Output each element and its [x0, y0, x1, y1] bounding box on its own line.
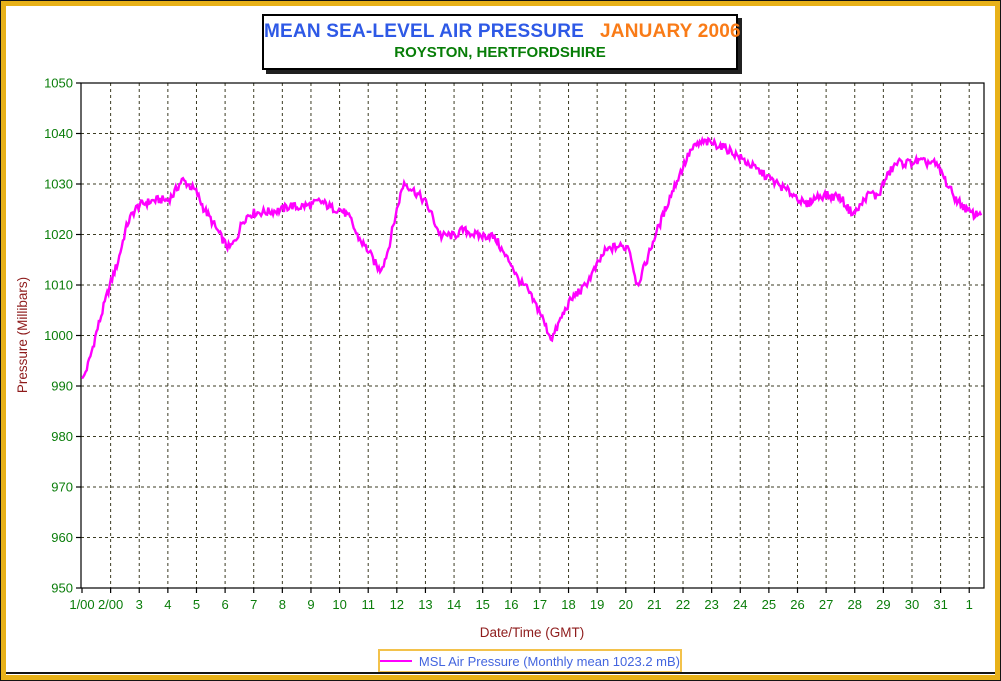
x-tick-label: 31 — [933, 597, 947, 612]
x-tick-label: 6 — [221, 597, 228, 612]
bottom-rule — [6, 672, 995, 674]
x-tick-label: 21 — [647, 597, 661, 612]
x-tick-label: 22 — [676, 597, 690, 612]
x-tick-label: 17 — [533, 597, 547, 612]
y-tick-label: 980 — [51, 429, 73, 444]
x-tick-label: 1/00 — [69, 597, 94, 612]
x-tick-label: 28 — [848, 597, 862, 612]
x-axis-title: Date/Time (GMT) — [480, 625, 585, 640]
x-tick-label: 2/00 — [98, 597, 123, 612]
x-tick-label: 19 — [590, 597, 604, 612]
y-tick-labels: 950 960 970 980 990 1000 1010 1020 1030 1040 1050 — [44, 76, 73, 596]
x-tick-label: 13 — [418, 597, 432, 612]
x-tick-labels: 1/00 2/00 3 4 5 6 7 8 9 10 11 12 13 14 15 16 17 18 19 20 21 2… — [69, 597, 972, 612]
x-tick-label: 3 — [136, 597, 143, 612]
title-month: JANUARY 2006 — [600, 21, 741, 42]
x-tick-label: 14 — [447, 597, 461, 612]
title-box: MEAN SEA-LEVEL AIR PRESSURE JANUARY 2006 … — [262, 14, 741, 70]
x-tick-label: 24 — [733, 597, 747, 612]
gridlines — [81, 83, 984, 588]
x-tick-label: 25 — [762, 597, 776, 612]
y-tick-label: 1010 — [44, 278, 73, 293]
x-tick-label: 27 — [819, 597, 833, 612]
y-tick-label: 960 — [51, 530, 73, 545]
x-tick-label: 12 — [390, 597, 404, 612]
axis-ticks — [76, 82, 970, 593]
plot-border — [80, 82, 985, 589]
y-tick-label: 1050 — [44, 76, 73, 91]
pressure-series-line — [81, 135, 983, 380]
legend-box: MSL Air Pressure (Monthly mean 1023.2 mB… — [378, 649, 682, 673]
x-tick-label: 16 — [504, 597, 518, 612]
x-tick-label: 26 — [790, 597, 804, 612]
legend-label: MSL Air Pressure (Monthly mean 1023.2 mB… — [418, 653, 680, 669]
x-tick-label: 30 — [905, 597, 919, 612]
legend-line-sample — [380, 660, 412, 662]
y-tick-label: 1000 — [44, 328, 73, 343]
x-tick-label: 5 — [193, 597, 200, 612]
y-tick-label: 990 — [51, 379, 73, 394]
x-tick-label: 23 — [704, 597, 718, 612]
x-tick-label: 9 — [307, 597, 314, 612]
x-tick-label: 10 — [332, 597, 346, 612]
y-tick-label: 970 — [51, 480, 73, 495]
y-tick-label: 1030 — [44, 177, 73, 192]
x-tick-label: 29 — [876, 597, 890, 612]
title-main: MEAN SEA-LEVEL AIR PRESSURE — [264, 21, 585, 42]
x-tick-label: 4 — [164, 597, 171, 612]
y-tick-label: 1040 — [44, 126, 73, 141]
x-tick-label: 20 — [619, 597, 633, 612]
x-tick-label: 8 — [279, 597, 286, 612]
y-tick-label: 950 — [51, 581, 73, 596]
x-tick-label: 7 — [250, 597, 257, 612]
y-tick-label: 1020 — [44, 227, 73, 242]
chart-title: MEAN SEA-LEVEL AIR PRESSURE JANUARY 2006 — [264, 21, 741, 43]
title-location: ROYSTON, HERTFORDSHIRE — [394, 44, 606, 61]
x-tick-label: 18 — [561, 597, 575, 612]
y-axis-title: Pressure (Millibars) — [15, 277, 30, 393]
x-tick-label: 1 — [966, 597, 973, 612]
x-tick-label: 11 — [361, 597, 375, 612]
x-tick-label: 15 — [475, 597, 489, 612]
